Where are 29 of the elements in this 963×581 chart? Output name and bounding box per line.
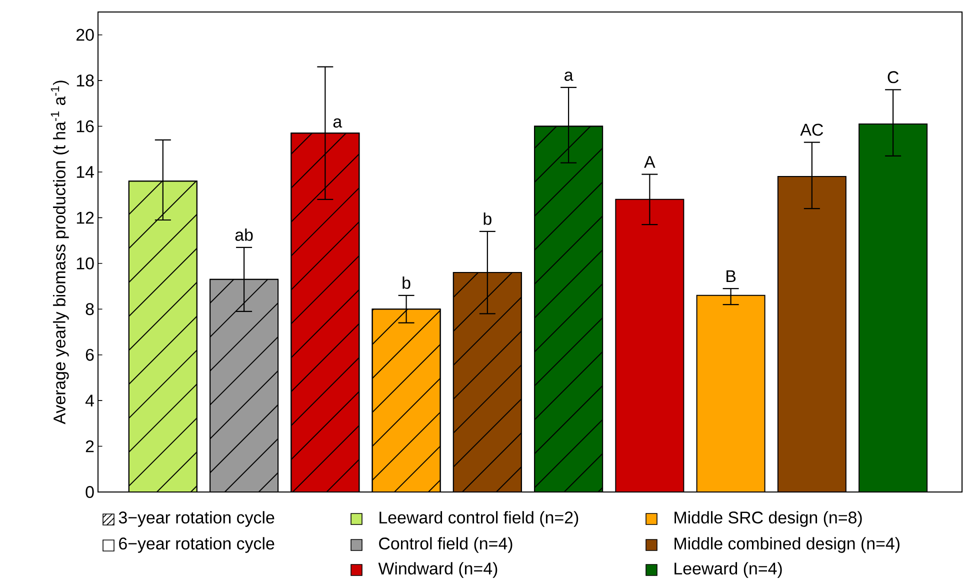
y-tick-label: 20 [76, 28, 94, 41]
y-tick-label: 18 [76, 74, 94, 87]
y-axis-title: Average yearly biomass production (t ha$^{-1}$ a$^{-1}$) [50, 80, 69, 424]
data-label: b [484, 212, 492, 225]
legend-label: 3−year rotation cycle [118, 511, 274, 527]
data-label: AC [800, 124, 824, 136]
y-tick-label: 8 [86, 303, 94, 316]
data-label: A [644, 156, 656, 168]
text: Windward (n=4) [378, 562, 498, 578]
data-label: b [402, 276, 410, 289]
y-tick-label: 14 [76, 166, 94, 178]
data-label: C [888, 71, 899, 84]
y-tick-label: 10 [76, 257, 94, 270]
y-tick-label: 0 [86, 486, 94, 498]
y-tick-label: 12 [76, 212, 94, 224]
data-label: a [333, 118, 342, 128]
text: Control field (n=4) [379, 537, 512, 553]
y-tick-label: 6 [86, 348, 94, 361]
y-tick-label: 16 [76, 120, 94, 132]
text: Leeward (n=4) [674, 562, 782, 578]
text: Middle SRC design (n=8) [674, 511, 862, 527]
text: Leeward control field (n=2) [380, 511, 578, 527]
data-label: ab [235, 228, 253, 241]
data-label: B [726, 270, 736, 282]
text: Middle combined design (n=4) [674, 537, 900, 553]
data-label: a [564, 72, 574, 81]
legend-label: 6−year rotation cycle [119, 537, 274, 553]
y-tick-label: 2 [86, 440, 94, 452]
y-tick-label: 4 [85, 394, 94, 406]
